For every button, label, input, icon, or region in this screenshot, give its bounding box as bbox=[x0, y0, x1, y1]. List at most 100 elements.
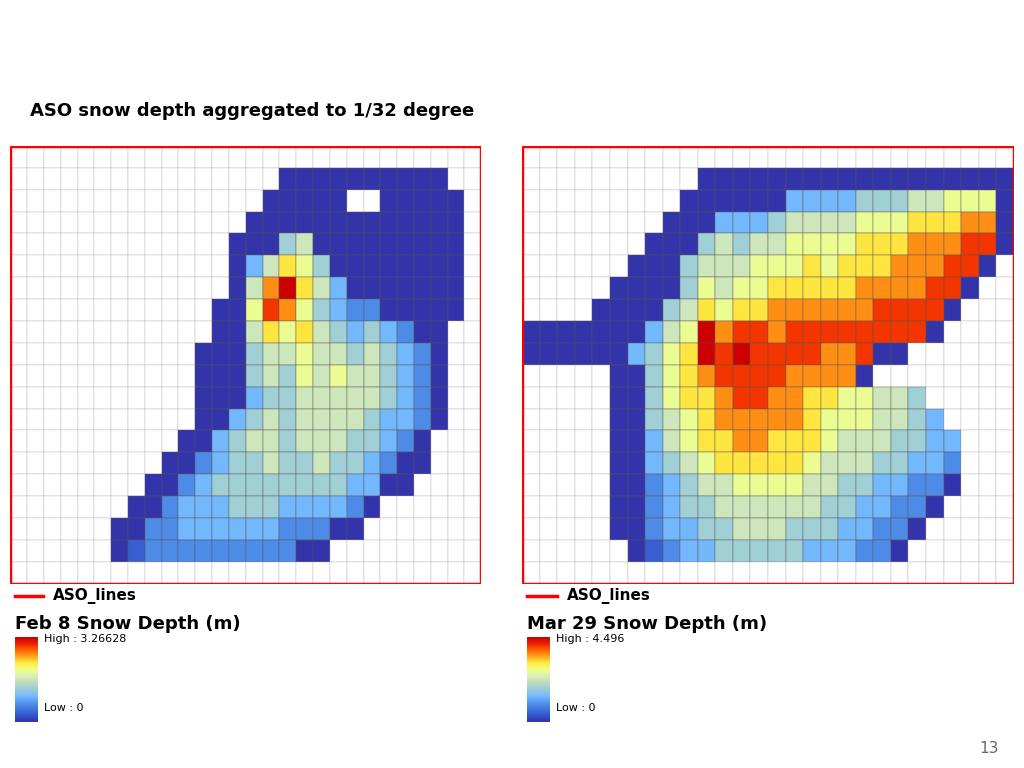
Bar bbox=[212, 518, 229, 540]
Bar bbox=[196, 233, 212, 256]
Bar bbox=[803, 277, 820, 300]
Bar bbox=[447, 540, 465, 562]
Bar bbox=[751, 409, 768, 431]
Bar bbox=[663, 430, 680, 452]
Bar bbox=[962, 475, 979, 496]
Bar bbox=[262, 365, 280, 387]
Bar bbox=[447, 387, 465, 409]
Bar bbox=[716, 343, 733, 365]
Bar bbox=[78, 475, 94, 496]
Bar bbox=[229, 255, 246, 277]
Bar bbox=[229, 233, 246, 256]
Bar bbox=[229, 562, 246, 584]
Bar bbox=[246, 299, 262, 321]
Bar bbox=[262, 211, 280, 233]
Bar bbox=[162, 146, 178, 168]
Bar bbox=[447, 409, 465, 431]
Bar bbox=[733, 211, 751, 233]
Bar bbox=[212, 430, 229, 452]
Bar bbox=[280, 255, 296, 277]
Bar bbox=[645, 233, 663, 256]
Bar bbox=[751, 540, 768, 562]
Bar bbox=[962, 365, 979, 387]
Bar bbox=[94, 496, 112, 518]
Bar bbox=[229, 211, 246, 233]
Bar bbox=[313, 430, 330, 452]
Bar bbox=[908, 146, 926, 168]
Bar bbox=[246, 343, 262, 365]
Bar bbox=[979, 496, 996, 518]
Bar bbox=[94, 299, 112, 321]
Bar bbox=[785, 343, 803, 365]
Bar bbox=[645, 562, 663, 584]
Bar bbox=[94, 409, 112, 431]
Bar bbox=[128, 255, 144, 277]
Bar bbox=[962, 562, 979, 584]
Bar bbox=[839, 430, 856, 452]
Bar bbox=[593, 430, 610, 452]
Bar bbox=[628, 452, 645, 475]
Bar bbox=[663, 321, 680, 343]
Bar bbox=[414, 321, 431, 343]
Bar bbox=[162, 321, 178, 343]
Bar bbox=[178, 343, 196, 365]
Bar bbox=[522, 496, 540, 518]
Bar bbox=[820, 496, 839, 518]
Bar bbox=[414, 562, 431, 584]
Bar bbox=[540, 211, 557, 233]
Bar bbox=[196, 211, 212, 233]
Bar bbox=[751, 277, 768, 300]
Bar bbox=[908, 365, 926, 387]
Bar bbox=[943, 540, 962, 562]
Bar bbox=[908, 277, 926, 300]
Bar bbox=[112, 277, 128, 300]
Bar bbox=[280, 365, 296, 387]
Bar bbox=[60, 518, 78, 540]
Bar bbox=[162, 168, 178, 190]
Bar bbox=[557, 255, 574, 277]
Bar bbox=[540, 540, 557, 562]
Bar bbox=[926, 233, 943, 256]
Bar bbox=[979, 211, 996, 233]
Bar bbox=[246, 518, 262, 540]
Bar bbox=[364, 452, 380, 475]
Bar bbox=[246, 146, 262, 168]
Bar bbox=[128, 277, 144, 300]
Bar bbox=[313, 168, 330, 190]
Bar bbox=[697, 475, 716, 496]
Bar bbox=[908, 518, 926, 540]
Bar bbox=[380, 190, 397, 212]
Bar bbox=[280, 343, 296, 365]
Bar bbox=[44, 387, 60, 409]
Bar bbox=[716, 452, 733, 475]
Bar bbox=[364, 255, 380, 277]
Bar bbox=[979, 387, 996, 409]
Bar bbox=[733, 233, 751, 256]
Bar bbox=[313, 496, 330, 518]
Bar bbox=[716, 518, 733, 540]
Bar bbox=[751, 299, 768, 321]
Bar bbox=[296, 496, 313, 518]
Bar bbox=[873, 277, 891, 300]
Bar bbox=[522, 452, 540, 475]
Bar bbox=[397, 190, 414, 212]
Bar bbox=[540, 299, 557, 321]
Bar bbox=[380, 146, 397, 168]
Bar bbox=[94, 387, 112, 409]
Bar bbox=[803, 233, 820, 256]
Bar bbox=[574, 321, 593, 343]
Bar bbox=[178, 496, 196, 518]
Bar bbox=[162, 562, 178, 584]
Bar bbox=[178, 233, 196, 256]
Bar bbox=[78, 211, 94, 233]
Bar bbox=[112, 233, 128, 256]
Bar bbox=[364, 540, 380, 562]
Bar bbox=[431, 387, 447, 409]
Bar bbox=[112, 540, 128, 562]
Bar bbox=[447, 343, 465, 365]
Bar bbox=[873, 540, 891, 562]
Bar bbox=[610, 387, 628, 409]
Bar bbox=[926, 321, 943, 343]
Bar bbox=[380, 452, 397, 475]
Bar bbox=[94, 190, 112, 212]
